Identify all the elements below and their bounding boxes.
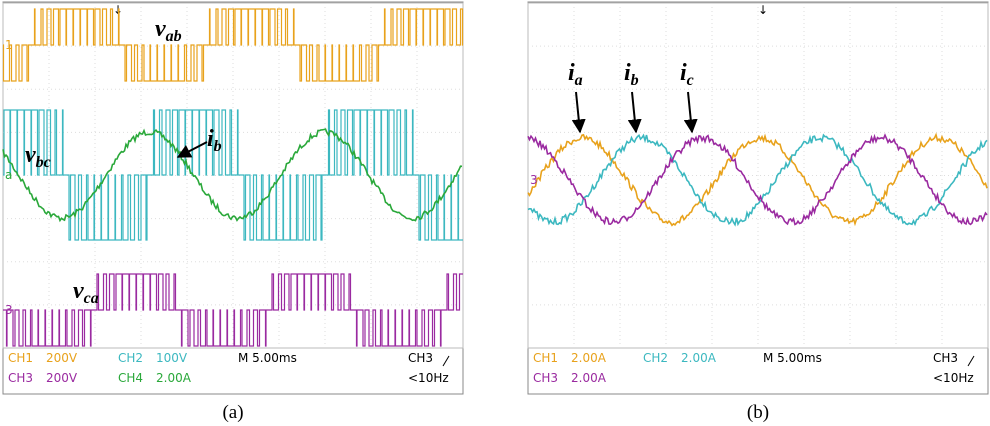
status-text: 2.00A xyxy=(571,351,607,365)
arrow xyxy=(627,91,642,134)
trace-label: ib xyxy=(207,126,222,155)
label-symbol: v xyxy=(73,278,84,304)
status-text: CH3 xyxy=(408,351,433,365)
status-text: M 5.00ms xyxy=(763,351,822,365)
status-text: CH2 xyxy=(118,351,143,365)
label-subscript: ab xyxy=(166,28,182,45)
trigger-slope xyxy=(967,355,975,367)
label-symbol: i xyxy=(207,126,214,152)
status-text: CH3 xyxy=(533,371,558,385)
status-text: <10Hz xyxy=(408,371,449,385)
status-text: CH4 xyxy=(118,371,143,385)
waveform xyxy=(527,133,988,226)
status-text: CH1 xyxy=(533,351,558,365)
channel-marker: 1 xyxy=(5,38,13,52)
status-text: 100V xyxy=(156,351,188,365)
arrow xyxy=(683,91,698,134)
caption: (b) xyxy=(747,402,769,423)
label-symbol: i xyxy=(680,60,687,86)
label-symbol: v xyxy=(155,16,166,42)
trace-label: ia xyxy=(568,60,583,89)
label-subscript: ca xyxy=(84,290,99,307)
caption: (a) xyxy=(222,402,243,423)
waveform xyxy=(2,128,463,223)
channel-marker: a xyxy=(5,168,12,182)
waveform xyxy=(527,132,988,227)
label-symbol: i xyxy=(568,60,575,86)
status-text: 200V xyxy=(46,371,78,385)
status-text: CH3 xyxy=(8,371,33,385)
status-text: <10Hz xyxy=(933,371,974,385)
trigger-slope xyxy=(442,355,450,367)
label-subscript: b xyxy=(214,138,222,155)
label-subscript: a xyxy=(575,72,583,89)
trigger-arrow: ↓ xyxy=(758,3,768,17)
label-subscript: b xyxy=(631,72,639,89)
arrow xyxy=(571,91,586,134)
status-text: 2.00A xyxy=(681,351,717,365)
status-text: CH3 xyxy=(933,351,958,365)
label-subscript: c xyxy=(687,72,694,89)
status-text: M 5.00ms xyxy=(238,351,297,365)
waveform xyxy=(527,133,988,227)
status-text: CH1 xyxy=(8,351,33,365)
trace-label: vab xyxy=(155,16,182,45)
status-text: CH2 xyxy=(643,351,668,365)
label-symbol: i xyxy=(624,60,631,86)
trace-label: ib xyxy=(624,60,639,89)
channel-marker: 3 xyxy=(530,173,538,187)
label-subscript: bc xyxy=(36,154,51,171)
trace-label: vbc xyxy=(25,142,51,171)
waveform xyxy=(2,8,464,82)
label-symbol: v xyxy=(25,142,36,168)
status-text: 200V xyxy=(46,351,78,365)
channel-marker: 3 xyxy=(5,303,13,317)
trace-label: vca xyxy=(73,278,99,307)
status-text: 2.00A xyxy=(571,371,607,385)
status-text: 2.00A xyxy=(156,371,192,385)
waveform xyxy=(3,109,463,241)
trace-label: ic xyxy=(680,60,694,89)
waveform xyxy=(3,273,463,347)
arrow xyxy=(176,141,208,158)
